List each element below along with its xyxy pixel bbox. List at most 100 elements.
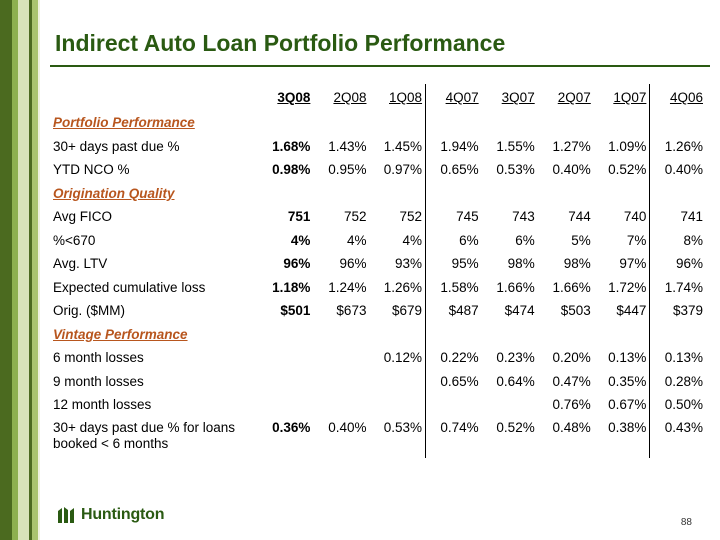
table-cell: 1.68% [272, 138, 311, 154]
table-cell: 0.53% [496, 162, 535, 178]
company-logo: Huntington [56, 505, 165, 525]
empty-cell [257, 182, 313, 206]
table-cell: 0.13% [664, 350, 703, 366]
table-cell [257, 346, 313, 370]
table-row: 30+ days past due % for loans booked < 6… [53, 416, 706, 458]
column-header: 4Q07 [445, 90, 479, 105]
table-cell [257, 370, 313, 394]
table-cell: 752 [343, 209, 367, 225]
column-header: 4Q06 [669, 90, 703, 105]
empty-cell [313, 182, 369, 206]
table-cell: 96% [339, 256, 367, 272]
row-label: Avg. LTV [53, 256, 108, 272]
decor-stripe [29, 0, 32, 540]
column-header: 2Q08 [333, 90, 367, 105]
table-cell: 6% [515, 232, 535, 248]
empty-cell [593, 111, 651, 135]
decor-stripe [12, 0, 18, 540]
table-row: %<670 4% 4% 4% 6% 6% 5% 7% 8% [53, 228, 706, 252]
table-cell: 0.20% [552, 350, 591, 366]
table-row: Avg FICO 751 752 752 745 743 744 740 741 [53, 205, 706, 229]
page-number: 88 [680, 517, 692, 528]
section-heading: Portfolio Performance [53, 115, 195, 131]
row-label: %<670 [53, 232, 96, 248]
table-cell: 4% [346, 232, 367, 248]
decor-stripe [18, 0, 29, 540]
table-cell [369, 369, 427, 393]
row-label: 30+ days past due % for loans booked < 6… [53, 419, 235, 451]
table-cell: 0.64% [496, 373, 535, 389]
table-row: 9 month losses 0.65% 0.64% 0.47% 0.35% 0.28% [53, 369, 706, 394]
table-cell: 1.24% [328, 279, 367, 295]
table-row: 30+ days past due % 1.68% 1.43% 1.45% 1.94% 1… [53, 134, 706, 158]
table-cell: 745 [456, 209, 479, 225]
table-cell: 0.52% [593, 158, 651, 182]
empty-cell [593, 322, 651, 346]
row-label: Orig. ($MM) [53, 303, 125, 319]
table-cell: 0.12% [369, 346, 427, 370]
section-heading: Vintage Performance [53, 326, 188, 342]
empty-cell [482, 111, 538, 135]
table-cell: 98% [507, 256, 535, 272]
column-header: 3Q08 [277, 90, 311, 105]
table-cell: 752 [369, 205, 427, 229]
table-cell: 1.09% [593, 134, 651, 158]
row-label: Avg FICO [53, 209, 113, 225]
table-cell: 0.74% [440, 419, 479, 435]
table-cell: 0.43% [664, 419, 703, 435]
empty-cell [369, 111, 427, 135]
table-cell: 4% [290, 232, 311, 248]
table-cell: 1.55% [496, 138, 535, 154]
table-cell: 0.35% [593, 369, 651, 393]
table-cell: 0.36% [272, 419, 311, 435]
table-cell: 4% [369, 228, 427, 252]
table-row: 6 month losses 0.12% 0.22% 0.23% 0.20% 0.13% 0… [53, 346, 706, 370]
title-divider [50, 65, 710, 67]
empty-cell [426, 323, 482, 347]
empty-cell [538, 323, 594, 347]
empty-cell [426, 111, 482, 135]
table-cell: 0.48% [552, 419, 591, 435]
table-cell: 96% [675, 256, 703, 272]
row-label: 12 month losses [53, 397, 152, 413]
table-cell: 0.13% [593, 346, 651, 370]
table-row: 12 month losses 0.76% 0.67% 0.50% [53, 393, 706, 417]
table-cell: 0.53% [369, 416, 427, 458]
table-cell: 0.40% [552, 162, 591, 178]
empty-cell [650, 182, 706, 206]
header-blank [53, 84, 257, 111]
empty-cell [482, 323, 538, 347]
table-cell: 97% [593, 252, 651, 276]
row-label: 30+ days past due % [53, 138, 180, 154]
table-cell [369, 393, 427, 417]
table-cell: 1.26% [664, 138, 703, 154]
empty-cell [313, 111, 369, 135]
column-header: 3Q07 [501, 90, 535, 105]
table-cell: 1.66% [496, 279, 535, 295]
table-cell: 7% [593, 228, 651, 252]
table-cell: 0.40% [328, 419, 367, 435]
column-header: 1Q08 [369, 84, 427, 111]
table-cell: 743 [512, 209, 535, 225]
section-heading: Origination Quality [53, 185, 175, 201]
logo-text: Huntington [81, 506, 165, 523]
empty-cell [257, 323, 313, 347]
performance-table: 3Q08 2Q08 1Q08 4Q07 3Q07 2Q07 1Q07 4Q06 … [53, 84, 706, 458]
table-cell [313, 393, 369, 417]
row-label: 9 month losses [53, 373, 144, 389]
table-cell: 0.65% [440, 373, 479, 389]
table-cell: 0.65% [440, 162, 479, 178]
table-cell: 1.26% [369, 275, 427, 299]
empty-cell [426, 182, 482, 206]
huntington-leaf-icon [56, 505, 76, 525]
empty-cell [650, 323, 706, 347]
empty-cell [538, 111, 594, 135]
decor-stripe [32, 0, 38, 540]
empty-cell [650, 111, 706, 135]
table-cell: 1.66% [552, 279, 591, 295]
empty-cell [538, 182, 594, 206]
table-cell: 1.43% [328, 138, 367, 154]
empty-cell [482, 182, 538, 206]
table-cell: $673 [336, 303, 367, 319]
table-cell: 741 [680, 209, 703, 225]
